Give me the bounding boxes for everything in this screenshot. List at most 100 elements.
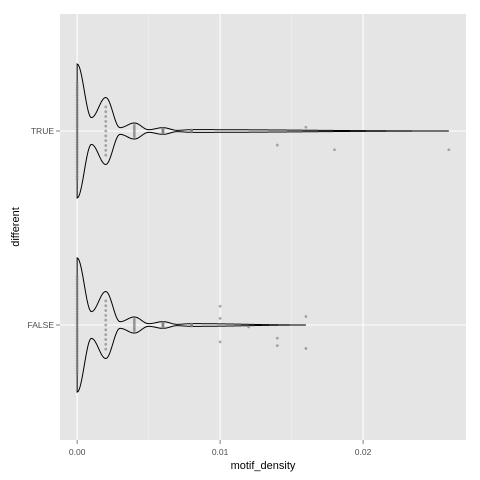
data-point (75, 115, 79, 119)
data-point (75, 319, 79, 323)
data-point (75, 88, 79, 92)
data-point (104, 119, 108, 123)
data-point (75, 361, 79, 365)
data-point (75, 324, 79, 328)
data-point (132, 329, 136, 333)
data-point (161, 326, 165, 329)
data-point (104, 299, 108, 303)
data-point (304, 347, 308, 350)
data-point (75, 101, 79, 104)
data-point (75, 83, 79, 87)
data-point (104, 134, 108, 138)
data-point (75, 150, 79, 154)
data-point (75, 300, 79, 303)
y-tick-label: TRUE (31, 126, 54, 136)
data-point (104, 338, 108, 341)
data-point (75, 280, 79, 284)
data-point (75, 177, 79, 181)
x-axis-title: motif_density (231, 460, 296, 472)
data-point (75, 344, 79, 348)
data-point (104, 347, 108, 351)
data-point (218, 317, 222, 320)
data-point (75, 138, 79, 142)
data-point (304, 125, 308, 129)
data-point (75, 175, 79, 179)
data-point (75, 292, 79, 296)
data-point (75, 297, 79, 301)
data-point (75, 359, 79, 363)
data-point (104, 309, 108, 312)
data-point (104, 144, 108, 147)
data-point (75, 165, 79, 169)
data-point (75, 302, 79, 306)
data-point (75, 86, 79, 90)
data-point (75, 357, 79, 360)
data-point (75, 172, 79, 176)
data-point (75, 91, 79, 95)
data-point (75, 366, 79, 370)
data-point (75, 295, 79, 298)
data-point (75, 111, 79, 114)
data-point (104, 115, 108, 118)
data-point (75, 347, 79, 350)
data-point (75, 369, 79, 373)
data-point (75, 314, 79, 318)
data-point (75, 277, 79, 281)
data-point (75, 327, 79, 331)
data-point (75, 160, 79, 164)
data-point (104, 124, 108, 128)
data-point (275, 344, 279, 348)
data-point (75, 371, 79, 375)
y-axis-title: different (10, 207, 22, 247)
data-point (75, 275, 79, 279)
data-point (75, 354, 79, 358)
data-point (75, 148, 79, 151)
data-point (75, 309, 79, 313)
y-tick-label: FALSE (28, 320, 55, 330)
data-point (75, 170, 79, 174)
data-point (75, 287, 79, 291)
data-point (275, 336, 279, 340)
axis-ticks: 0.00 0.01 0.02 TRUE FALSE (28, 126, 372, 457)
data-point (104, 333, 108, 337)
data-point (75, 339, 79, 343)
data-point (275, 143, 279, 147)
data-points (75, 81, 451, 375)
data-point (75, 125, 79, 129)
data-point (104, 148, 108, 152)
data-point (75, 143, 79, 147)
data-point (75, 349, 79, 353)
data-point (75, 120, 79, 124)
violin-true (76, 63, 449, 199)
data-point (75, 140, 79, 144)
data-point (104, 313, 108, 317)
data-point (304, 315, 308, 318)
data-point (132, 135, 136, 139)
data-point (104, 105, 108, 109)
data-point (75, 158, 79, 161)
data-point (104, 129, 108, 133)
data-point (75, 108, 79, 112)
data-point (75, 312, 79, 316)
data-point (75, 329, 79, 333)
data-point (104, 304, 108, 308)
data-point (104, 328, 108, 332)
data-point (104, 323, 108, 327)
data-point (75, 135, 79, 139)
data-point (75, 133, 79, 137)
data-point (104, 153, 108, 157)
data-point (75, 128, 79, 132)
data-point (75, 334, 79, 338)
data-point (75, 322, 79, 326)
x-tick-label: 0.02 (355, 447, 372, 457)
data-point (218, 340, 222, 344)
violins (76, 63, 449, 393)
data-point (75, 98, 79, 102)
data-point (75, 342, 79, 345)
data-point (161, 132, 165, 135)
data-point (75, 153, 79, 156)
data-point (75, 167, 79, 171)
data-point (75, 364, 79, 368)
data-point (75, 332, 79, 336)
